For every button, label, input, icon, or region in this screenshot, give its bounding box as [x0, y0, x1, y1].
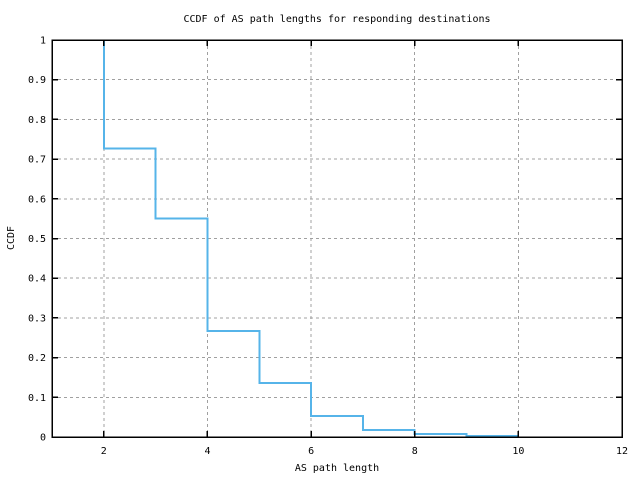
y-tick-label: 0.5	[28, 234, 46, 245]
y-tick-label: 0.2	[28, 353, 46, 364]
x-tick-label: 4	[204, 446, 210, 457]
x-tick-label: 12	[616, 446, 628, 457]
y-tick-label: 0.6	[28, 194, 46, 205]
axis-tick-labels: 2 4 6 8 10 12 0 0.1 0.2 0.3 0.4 0.5 0.6 0.7 0.8 0.9 1	[28, 36, 628, 458]
y-axis-label: CCDF	[6, 226, 17, 250]
y-tick-label: 0.4	[28, 274, 46, 285]
x-tick-label: 6	[308, 446, 314, 457]
y-tick-label: 0	[40, 433, 46, 444]
ccdf-step-curve	[102, 40, 519, 438]
x-tick-label: 8	[412, 446, 418, 457]
y-tick-label: 0.1	[28, 393, 46, 404]
ccdf-curve-line	[102, 40, 519, 438]
axis-ticks	[52, 39, 623, 438]
y-tick-label: 0.7	[28, 155, 46, 166]
x-axis-label: AS path length	[295, 463, 379, 474]
gridlines	[52, 40, 622, 437]
y-tick-label: 0.8	[28, 115, 46, 126]
y-tick-label: 0.9	[28, 75, 46, 86]
x-tick-label: 2	[101, 446, 107, 457]
y-tick-label: 1	[40, 36, 46, 47]
x-tick-label: 10	[512, 446, 524, 457]
chart-title: CCDF of AS path lengths for responding d…	[183, 14, 490, 25]
y-tick-label: 0.3	[28, 313, 46, 324]
